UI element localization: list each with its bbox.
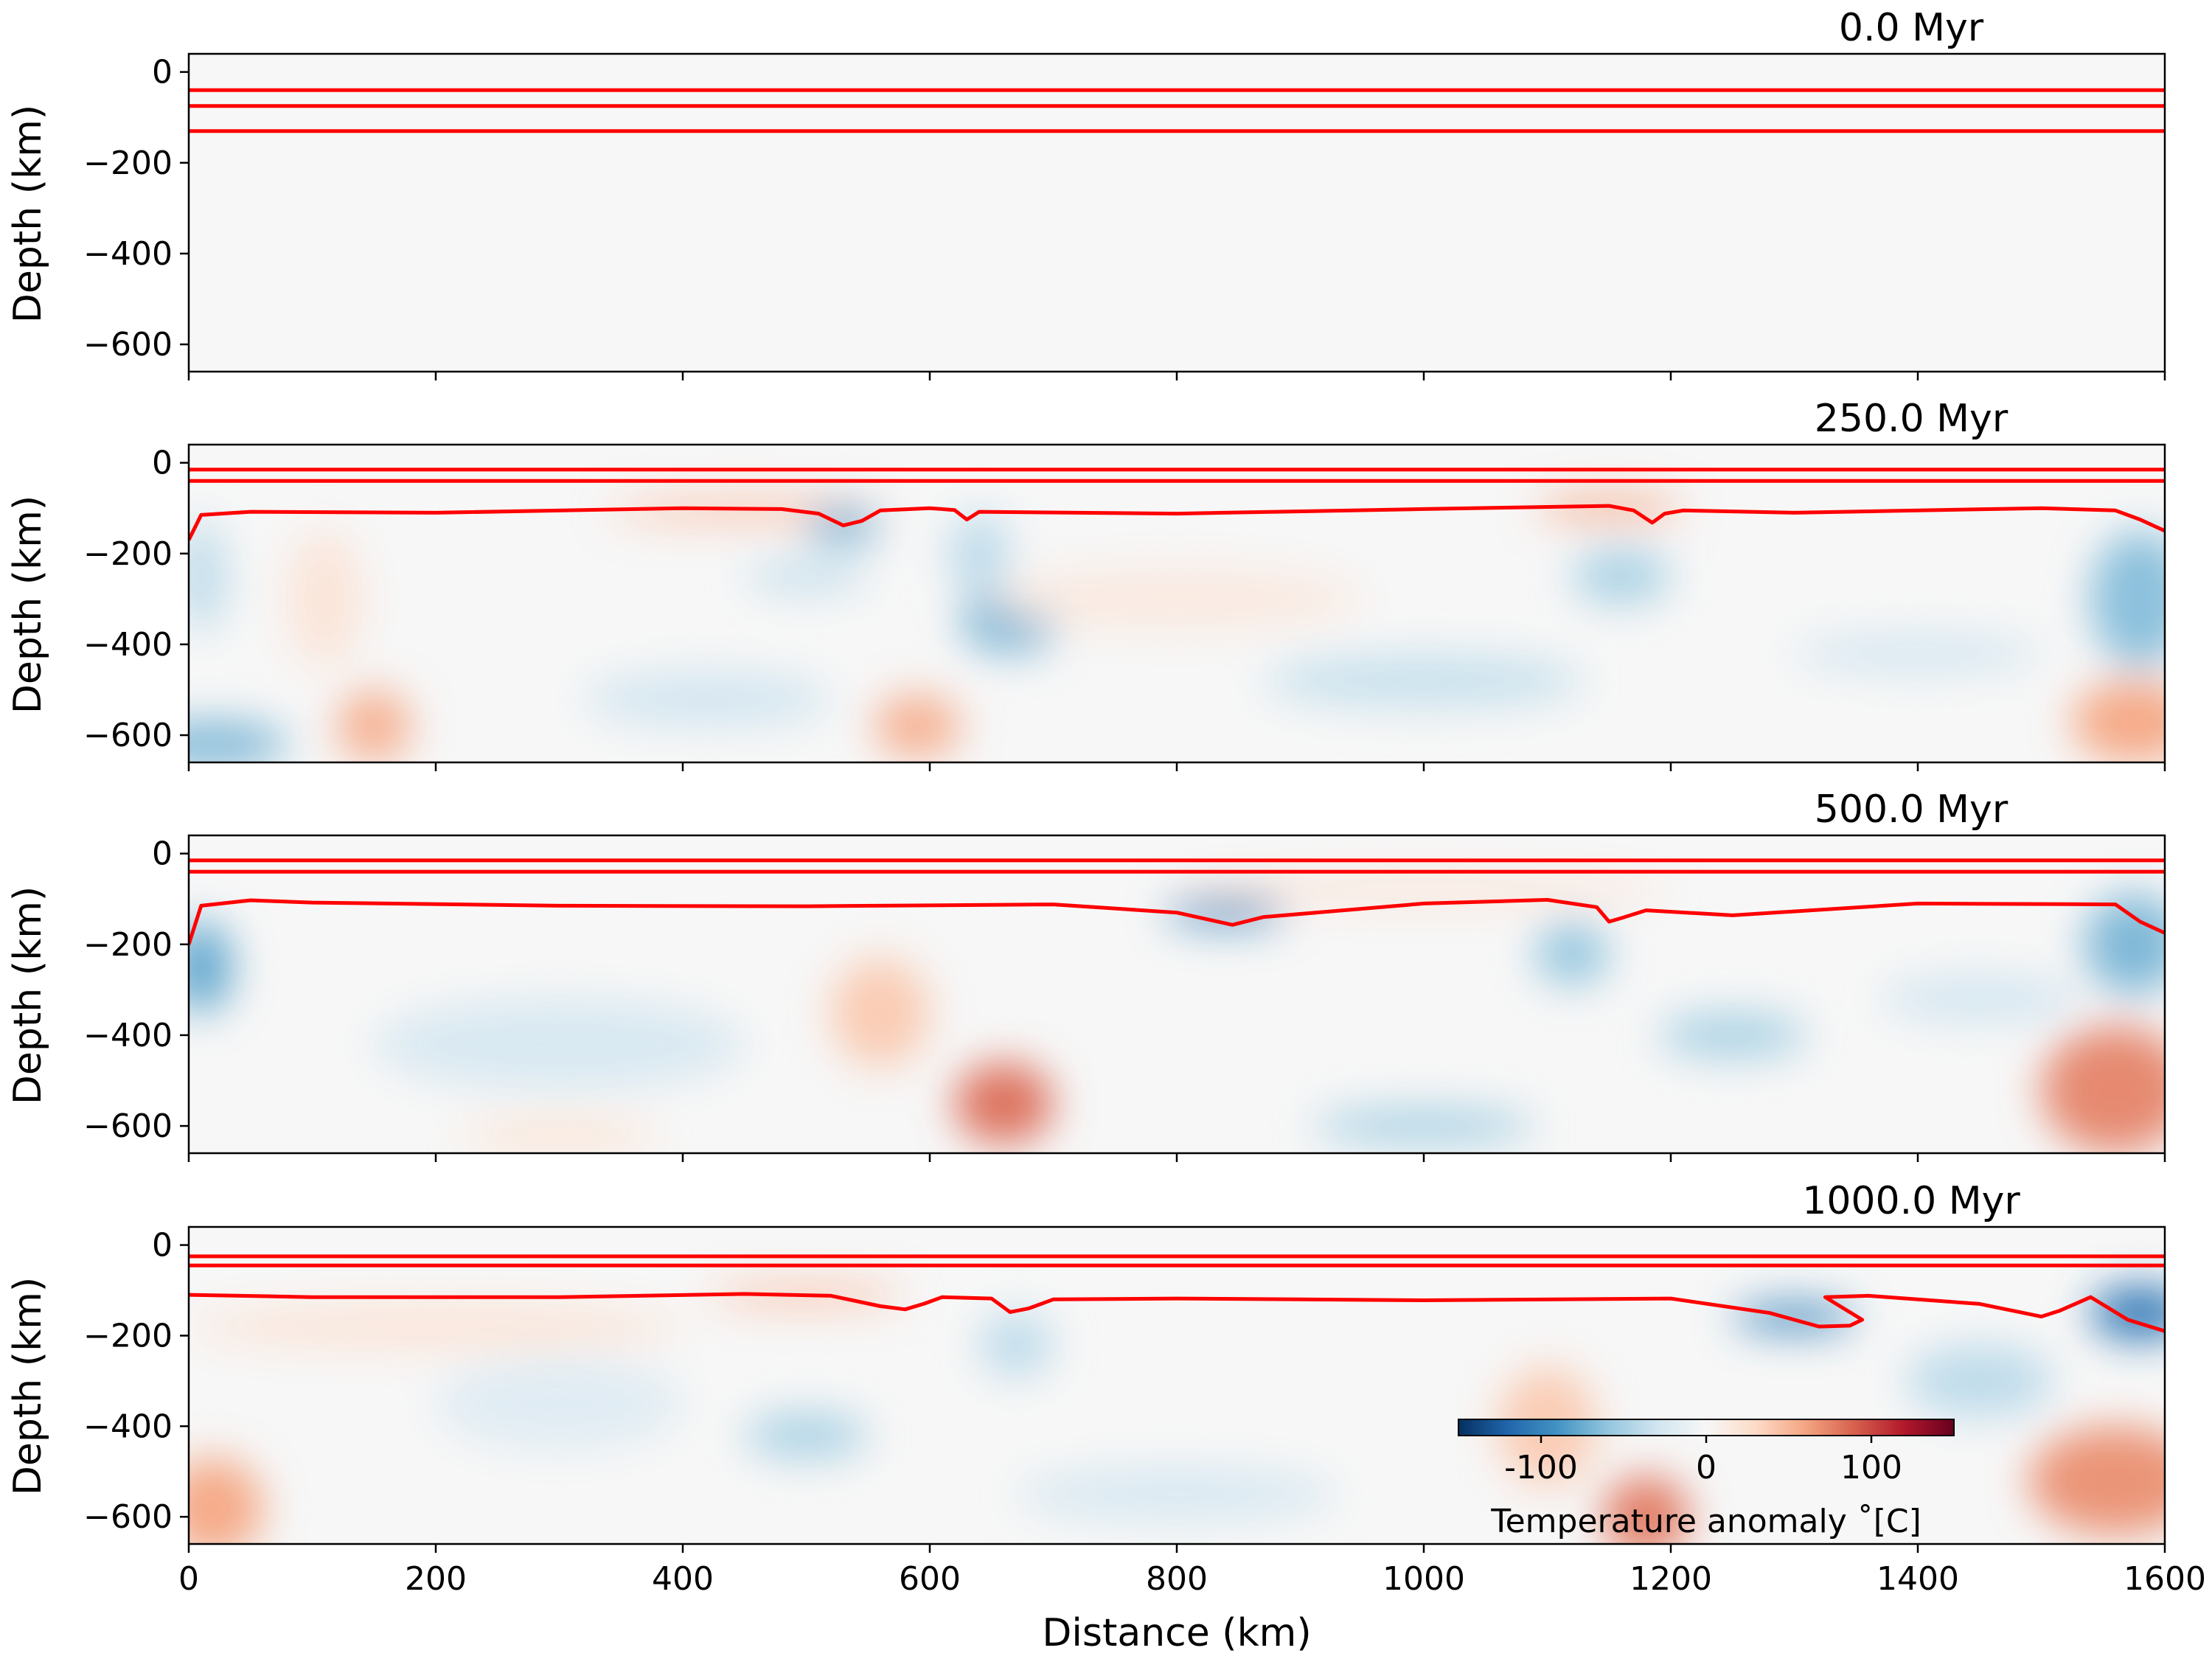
xtick-label: 800 [1146, 1560, 1208, 1598]
ytick-label: 0 [152, 835, 173, 873]
ylabel-panel-1: Depth (km) [6, 105, 50, 323]
anomaly-blob [374, 998, 745, 1090]
anomaly-blob [2090, 1285, 2165, 1340]
ytick-label: −200 [83, 535, 173, 573]
anomaly-blob [744, 1412, 869, 1458]
xtick-label: 1200 [1630, 1560, 1712, 1598]
anomaly-blob [744, 563, 869, 591]
anomaly-blob [1534, 496, 1683, 520]
colorbar: -100 0 100 Temperature anomaly ˚[C] [1458, 1419, 1955, 1540]
ylabel-panel-4: Depth (km) [6, 1277, 50, 1495]
anomaly-blob [189, 521, 226, 631]
anomaly-blob [1794, 635, 2042, 672]
xtick-label: 600 [899, 1560, 961, 1598]
anomaly-blob [1572, 549, 1671, 604]
colorbar-ticks: -100 0 100 [1504, 1436, 1902, 1486]
ytick-label: −600 [83, 326, 173, 364]
colorbar-gradient [1458, 1419, 1955, 1436]
ylabel-panel-3: Depth (km) [6, 886, 50, 1105]
anomaly-blob [2028, 1426, 2165, 1535]
anomaly-blob [189, 922, 232, 1013]
xtick-label: 1600 [2124, 1560, 2206, 1598]
panel-1: 0 −200 −400 −600 0.0 Myr [83, 6, 2166, 380]
xtick-label: 0 [178, 1560, 199, 1598]
anomaly-blob [2072, 681, 2165, 762]
anomaly-blob [954, 1062, 1054, 1144]
anomaly-blob [1905, 1344, 2054, 1418]
anomaly-blob [189, 721, 288, 762]
anomaly-blob [1263, 653, 1585, 709]
ylabel-panel-2: Depth (km) [6, 495, 50, 714]
ytick-label: 0 [152, 1227, 173, 1265]
panel-title: 0.0 Myr [1839, 6, 1984, 50]
anomaly-blob [1312, 1107, 1535, 1144]
anomaly-blob [189, 1304, 683, 1349]
anomaly-blob [1534, 921, 1610, 986]
colorbar-tick-label: 100 [1840, 1449, 1902, 1486]
anomaly-blob [460, 1121, 658, 1149]
ytick-label: −600 [83, 1107, 173, 1145]
panel-2: 0 −200 −400 −600 250.0 Myr [83, 397, 2166, 771]
anomaly-blob [1658, 1012, 1807, 1058]
ytick-label: 0 [152, 54, 173, 91]
temperature-field [189, 54, 2165, 372]
anomaly-blob [189, 1458, 263, 1544]
anomaly-blob [1880, 975, 2079, 1022]
anomaly-blob [584, 671, 831, 726]
temperature-field [189, 445, 2165, 762]
xlabel: Distance (km) [1042, 1611, 1311, 1655]
anomaly-blob [337, 689, 411, 762]
anomaly-blob [1016, 1467, 1338, 1522]
anomaly-blob [874, 694, 961, 758]
anomaly-blob [831, 958, 930, 1068]
panel-title: 250.0 Myr [1815, 397, 2008, 441]
xtick-label: 400 [652, 1560, 714, 1598]
anomaly-blob [2041, 1026, 2165, 1153]
colorbar-tick-label: -100 [1504, 1449, 1578, 1486]
panel-3: 0 −200 −400 −600 500.0 Myr [83, 787, 2166, 1162]
colorbar-label: Temperature anomaly ˚[C] [1490, 1503, 1921, 1540]
contour-line-3 [189, 897, 2165, 945]
ytick-label: −400 [83, 1408, 173, 1445]
anomaly-blob [948, 512, 1010, 595]
ytick-label: −200 [83, 1317, 173, 1354]
ytick-label: −400 [83, 626, 173, 664]
ytick-label: −600 [83, 717, 173, 754]
ytick-label: 0 [152, 445, 173, 482]
anomaly-blob [1177, 876, 1671, 904]
anomaly-blob [436, 1358, 683, 1449]
anomaly-blob [991, 567, 1363, 631]
xtick-label: 1400 [1877, 1560, 1959, 1598]
temperature-field [189, 1227, 2165, 1544]
anomaly-blob [2090, 531, 2165, 667]
xtick-label: 1000 [1382, 1560, 1465, 1598]
ytick-label: −400 [83, 235, 173, 273]
ytick-label: −200 [83, 926, 173, 964]
xtick-label: 200 [405, 1560, 467, 1598]
panel-title: 500.0 Myr [1815, 787, 2008, 832]
contour-line-3 [189, 1292, 2165, 1333]
contour-line-3 [189, 504, 2165, 541]
anomaly-blob [979, 1312, 1054, 1377]
ytick-label: −600 [83, 1498, 173, 1536]
anomaly-blob [288, 530, 362, 667]
ytick-label: −200 [83, 145, 173, 182]
anomaly-blob [2084, 894, 2165, 995]
temperature-field [189, 835, 2165, 1153]
anomaly-blob [1602, 1475, 1690, 1544]
colorbar-tick-label: 0 [1696, 1449, 1717, 1486]
ytick-label: −400 [83, 1017, 173, 1054]
panels: 0 −200 −400 −600 0.0 Myr 0 −200 −400 −600 250.0 M… [83, 6, 2206, 1598]
panel-title: 1000.0 Myr [1802, 1179, 2020, 1223]
